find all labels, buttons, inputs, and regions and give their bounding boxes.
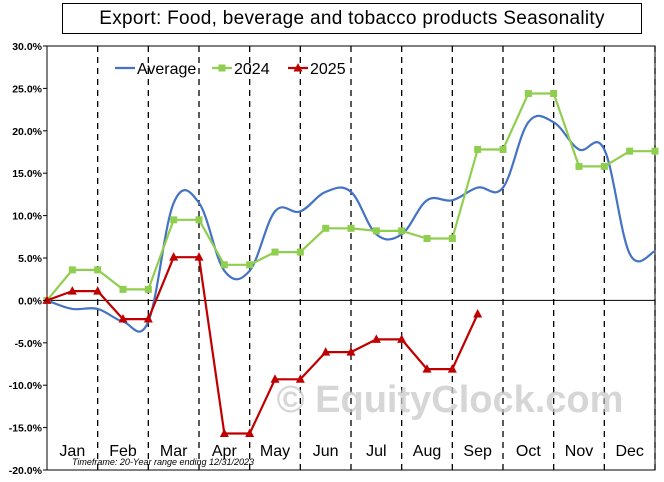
data-point-2025 [321, 347, 331, 356]
data-point-2025 [118, 314, 128, 323]
watermark-text: © EquityClock.com [277, 379, 624, 421]
data-point-2025 [219, 428, 229, 438]
y-tick-label: 25.0% [12, 83, 42, 95]
x-tick-label: Oct [516, 443, 541, 460]
data-point-2024 [448, 234, 456, 242]
legend-marker-2025 [293, 63, 303, 72]
y-tick-label: -5.0% [15, 338, 43, 350]
data-point-2024 [271, 248, 279, 256]
data-point-2025 [447, 364, 457, 373]
data-point-2024 [220, 261, 228, 269]
data-point-2024 [68, 266, 76, 274]
x-tick-label: Feb [109, 443, 137, 460]
data-point-2025 [194, 252, 204, 261]
y-tick-label: 15.0% [12, 168, 42, 180]
data-point-2024 [626, 147, 634, 155]
y-axis-ticks: 30.0% 25.0% 20.0% 15.0% 10.0% 5.0% 0.0% -5.0% -1… [9, 41, 47, 477]
data-point-2024 [246, 261, 254, 269]
legend-label-average: Average [137, 61, 196, 78]
y-tick-label: 10.0% [12, 211, 42, 223]
data-point-2024 [347, 224, 355, 232]
data-point-2024 [474, 145, 482, 153]
legend-marker-2024 [218, 64, 226, 72]
series-lines [42, 89, 659, 438]
data-point-2024 [600, 162, 608, 170]
data-point-2024 [296, 248, 304, 256]
data-point-2024 [372, 227, 380, 235]
data-point-2024 [423, 234, 431, 242]
x-tick-label: Sep [463, 443, 492, 460]
x-tick-label: May [260, 443, 290, 460]
x-tick-label: Mar [160, 443, 188, 460]
footnote-text: Timeframe: 20-Year range ending 12/31/20… [72, 457, 254, 467]
data-point-2025 [67, 286, 77, 295]
data-point-2024 [524, 89, 532, 97]
data-point-2024 [144, 285, 152, 293]
y-tick-label: -15.0% [9, 423, 43, 435]
data-point-2025 [93, 286, 103, 295]
footnote: Timeframe: 20-Year range ending 12/31/20… [72, 457, 254, 467]
data-point-2024 [575, 162, 583, 170]
y-tick-label: 5.0% [18, 253, 43, 265]
x-tick-label: Aug [413, 443, 441, 460]
data-point-2025 [245, 428, 255, 438]
data-point-2024 [499, 145, 507, 153]
chart-title: Export: Food, beverage and tobacco produ… [62, 3, 642, 34]
legend-label-2025: 2025 [310, 61, 346, 78]
data-point-2024 [550, 89, 558, 97]
data-point-2025 [270, 374, 280, 383]
data-point-2024 [322, 224, 330, 232]
x-tick-label: Apr [212, 443, 238, 460]
data-point-2025 [397, 334, 407, 343]
y-tick-label: -10.0% [9, 380, 43, 392]
y-tick-label: 30.0% [12, 41, 42, 53]
x-tick-label: Nov [565, 443, 593, 460]
x-axis-ticks: Jan Feb Mar Apr May Jun Jul Aug Sep Oct Nov Dec [59, 443, 643, 460]
data-point-2025 [473, 308, 483, 318]
data-point-2025 [295, 374, 305, 383]
data-point-2025 [422, 364, 432, 373]
x-tick-label: Jun [313, 443, 339, 460]
x-tick-label: Jul [366, 443, 386, 460]
y-tick-label: 0.0% [18, 295, 43, 307]
data-point-2024 [170, 216, 178, 224]
x-tick-label: Jan [59, 443, 85, 460]
watermark: © EquityClock.com [277, 379, 624, 421]
data-point-2024 [195, 216, 203, 224]
y-tick-label: -20.0% [9, 465, 43, 477]
data-point-2024 [651, 147, 659, 155]
data-point-2025 [169, 252, 179, 261]
data-point-2024 [119, 285, 127, 293]
data-point-2024 [94, 266, 102, 274]
y-tick-label: 20.0% [12, 126, 42, 138]
legend: Average 2024 2025 [115, 61, 346, 78]
data-point-2024 [398, 227, 406, 235]
data-point-2025 [371, 334, 381, 343]
series-line-2025 [46, 256, 479, 435]
x-tick-label: Dec [615, 443, 643, 460]
data-point-2025 [42, 295, 52, 304]
legend-label-2024: 2024 [234, 61, 270, 78]
data-point-2025 [346, 347, 356, 356]
data-point-2025 [143, 314, 153, 323]
